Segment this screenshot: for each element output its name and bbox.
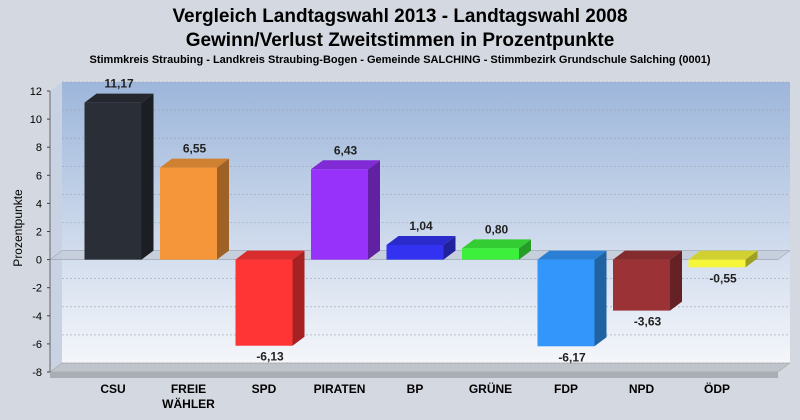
bar-ödp (688, 250, 758, 268)
category-label: GRÜNE (469, 381, 512, 396)
bar-side (141, 93, 154, 260)
bar-grüne (462, 239, 531, 260)
plot-left-wall (50, 82, 62, 372)
bar-front (462, 248, 519, 260)
bar-top (235, 250, 305, 260)
y-tick-label: 10 (30, 114, 42, 126)
bar-top (613, 250, 682, 260)
y-tick-label: 2 (36, 227, 42, 239)
bar-side (519, 239, 531, 260)
y-tick-label: -6 (32, 339, 42, 351)
bar-top (311, 160, 380, 170)
data-label: 0,80 (485, 222, 509, 236)
y-tick-label: -8 (32, 367, 42, 379)
plot-floor (49, 362, 791, 373)
data-label: -0,55 (709, 271, 737, 285)
y-tick-label: -4 (32, 311, 42, 323)
bar-front (537, 259, 595, 347)
y-tick-label: 8 (36, 142, 42, 154)
bar-top (386, 235, 456, 245)
bar-freie-wähler (160, 158, 229, 260)
bar-top (462, 239, 531, 249)
bar-top (84, 93, 154, 103)
bar-side (292, 250, 305, 346)
bar-front (613, 259, 670, 311)
category-label: FDP (554, 382, 578, 396)
plot-floor-edge (50, 372, 778, 378)
chart-subtitle: Gewinn/Verlust Zweitstimmen in Prozentpu… (185, 30, 615, 51)
bar-side (670, 250, 682, 311)
bar-top (688, 250, 758, 260)
category-label: FREIE (171, 382, 206, 396)
bar-front (688, 259, 746, 268)
bar-piraten (311, 160, 380, 260)
data-label: 11,17 (104, 77, 134, 91)
y-tick-label: 6 (36, 170, 42, 182)
bar-front (160, 167, 217, 260)
bar-csu (84, 93, 154, 260)
category-label-line2: WÄHLER (162, 396, 215, 411)
chart-title: Vergleich Landtagswahl 2013 - Landtagswa… (172, 6, 628, 27)
bar-side (443, 235, 456, 260)
bar-front (386, 244, 444, 260)
bar-front (235, 259, 293, 346)
data-label: -6,17 (558, 350, 586, 364)
data-label: 6,55 (183, 142, 207, 156)
data-label: 6,43 (334, 143, 358, 157)
bar-npd (613, 250, 682, 311)
y-axis-label: Prozentpunkte (11, 189, 25, 267)
bar-side (745, 250, 758, 268)
bar-side (594, 250, 607, 347)
bar-spd (235, 250, 305, 346)
y-tick-label: 0 (36, 255, 42, 267)
category-label: PIRATEN (314, 382, 366, 396)
bar-side (368, 160, 380, 260)
data-label: 1,04 (409, 219, 433, 233)
category-label: BP (407, 382, 424, 396)
bar-front (311, 169, 368, 260)
bar-top (537, 250, 607, 260)
y-tick-label: -2 (32, 283, 42, 295)
y-tick-label: 12 (30, 86, 42, 98)
category-label: NPD (629, 382, 655, 396)
bar-top (160, 158, 229, 168)
category-label: CSU (100, 382, 125, 396)
category-label: ÖDP (704, 381, 730, 396)
data-label: -6,13 (256, 350, 284, 364)
y-tick-label: 4 (36, 198, 42, 210)
bar-front (84, 102, 142, 260)
bar-bp (386, 235, 456, 260)
data-label: -3,63 (634, 315, 662, 329)
bar-side (217, 158, 229, 260)
category-label: SPD (252, 382, 277, 396)
chart-caption: Stimmkreis Straubing - Landkreis Straubi… (89, 54, 711, 66)
bar-fdp (537, 250, 607, 347)
